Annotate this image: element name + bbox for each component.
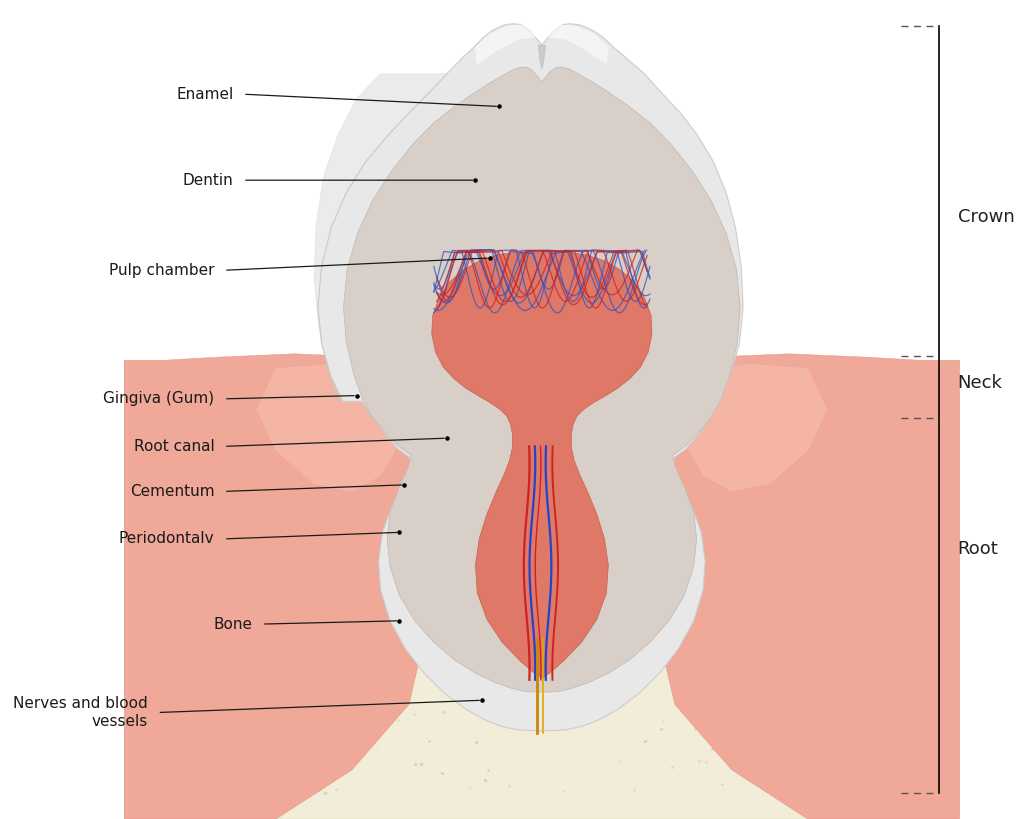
Text: Enamel: Enamel (176, 87, 233, 102)
Text: Nerves and blood
vessels: Nerves and blood vessels (13, 696, 148, 729)
Text: Cementum: Cementum (130, 484, 214, 499)
Polygon shape (124, 360, 959, 819)
Text: Root canal: Root canal (134, 439, 214, 454)
Polygon shape (538, 45, 546, 70)
Polygon shape (475, 23, 608, 64)
Polygon shape (432, 252, 652, 678)
Polygon shape (343, 67, 740, 692)
Polygon shape (655, 354, 959, 819)
Text: Gingiva (Gum): Gingiva (Gum) (103, 391, 214, 406)
Polygon shape (257, 364, 404, 491)
Text: Bone: Bone (213, 617, 252, 631)
Polygon shape (680, 364, 826, 491)
Polygon shape (314, 74, 446, 401)
Polygon shape (124, 354, 428, 819)
Text: Pulp chamber: Pulp chamber (109, 263, 214, 278)
Text: Periodontalv: Periodontalv (119, 532, 214, 546)
Text: Root: Root (957, 540, 998, 558)
Text: Crown: Crown (957, 208, 1015, 226)
Text: Neck: Neck (957, 374, 1002, 392)
Polygon shape (317, 24, 743, 731)
Text: Dentin: Dentin (182, 173, 233, 188)
